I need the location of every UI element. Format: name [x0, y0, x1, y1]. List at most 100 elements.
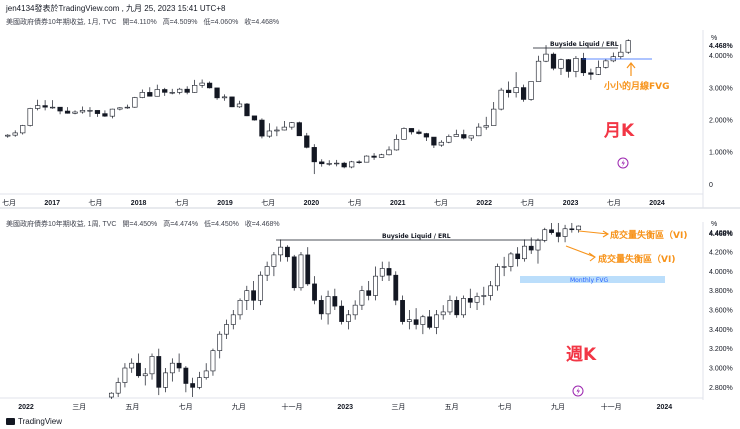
- candle-body: [122, 367, 128, 383]
- candle-body: [438, 141, 444, 146]
- bottom-x-tick-label: 2022: [18, 404, 34, 411]
- bottom-y-tick-label: 4.400%: [709, 230, 733, 237]
- candle-body: [379, 268, 385, 277]
- top-x-tick-label: 2020: [304, 200, 320, 207]
- tradingview-logo-icon: [6, 418, 15, 425]
- vi-label-1: 成交量失衡區（VI): [610, 229, 687, 241]
- candle-body: [413, 319, 419, 325]
- candle-body: [528, 81, 534, 100]
- candle-body: [406, 319, 412, 322]
- candle-body: [289, 122, 295, 128]
- top-close: 收=4.468%: [244, 19, 280, 26]
- bottom-big-label: 週K: [566, 345, 597, 365]
- candle-body: [244, 290, 250, 301]
- top-x-tick-label: 七月: [520, 198, 534, 207]
- top-candles: [5, 39, 631, 175]
- bottom-x-tick-label: 五月: [125, 403, 139, 411]
- candle-body: [349, 161, 355, 168]
- candle-body: [549, 229, 554, 233]
- candle-body: [352, 304, 358, 316]
- candle-body: [203, 370, 209, 378]
- candle-body: [109, 108, 116, 117]
- candle-body: [264, 266, 270, 276]
- top-x-tick-label: 七月: [175, 198, 189, 207]
- bottom-y-tick-label: 3.400%: [709, 327, 733, 334]
- candle-body: [488, 285, 493, 296]
- candle-body: [423, 133, 430, 138]
- top-x-tick-label: 七月: [261, 198, 275, 207]
- candle-body: [64, 110, 71, 114]
- top-x-tick-label: 七月: [348, 198, 362, 207]
- candle-body: [206, 82, 213, 89]
- vi-label-2: 成交量失衡區（VI): [598, 253, 675, 265]
- candle-body: [12, 132, 18, 136]
- candle-body: [461, 298, 466, 316]
- candle-body: [163, 372, 168, 388]
- candle-body: [434, 314, 439, 328]
- bottom-y-tick-label: 4.000%: [709, 269, 733, 276]
- candle-body: [573, 57, 579, 72]
- top-last-price: 4.468%: [709, 43, 734, 50]
- candle-body: [72, 111, 78, 114]
- top-x-tick-label: 2023: [563, 200, 579, 207]
- candle-body: [356, 161, 362, 163]
- candle-body: [393, 139, 400, 151]
- top-y-tick-label: 4.000%: [709, 53, 733, 60]
- candle-body: [326, 163, 332, 165]
- candle-body: [169, 362, 175, 374]
- candle-body: [446, 136, 452, 143]
- top-low: 低=4.060%: [203, 19, 239, 26]
- arrow-up-icon: [626, 62, 636, 76]
- bottom-y-tick-label: 3.600%: [709, 308, 733, 315]
- candle-body: [408, 128, 415, 133]
- candle-body: [183, 367, 189, 384]
- footer-brand: TradingView: [18, 417, 63, 426]
- candle-body: [363, 155, 370, 163]
- bottom-x-ticks: 2022 三月 五月 七月 九月 十一月 2023 三月 五月 七月 九月 十一月 2024: [18, 402, 672, 411]
- candle-body: [251, 115, 258, 121]
- lightning-icon[interactable]: [572, 385, 584, 397]
- candle-body: [522, 245, 527, 260]
- candle-body: [311, 147, 317, 163]
- bottom-unit-label: %: [711, 221, 717, 228]
- candle-body: [298, 254, 304, 289]
- candle-body: [42, 105, 48, 108]
- bottom-x-tick-label: 七月: [179, 402, 193, 411]
- candle-body: [378, 154, 385, 158]
- candle-body: [401, 128, 407, 140]
- candle-body: [304, 135, 310, 148]
- candle-body: [177, 88, 183, 93]
- candle-body: [274, 129, 280, 132]
- bottom-x-tick-label: 2023: [337, 404, 353, 411]
- candle-body: [454, 300, 460, 316]
- candle-body: [461, 134, 467, 139]
- candle-body: [190, 383, 196, 388]
- bottom-x-tick-label: 五月: [445, 403, 459, 411]
- lightning-icon[interactable]: [617, 157, 629, 169]
- candle-body: [210, 350, 216, 372]
- candle-body: [603, 60, 609, 68]
- candle-body: [291, 256, 297, 289]
- candle-body: [199, 82, 205, 86]
- candle-body: [501, 266, 507, 268]
- candle-body: [305, 254, 311, 285]
- candle-body: [237, 300, 243, 316]
- candle-body: [468, 135, 474, 139]
- top-x-tick-label: 七月: [434, 198, 448, 207]
- candle-body: [576, 225, 582, 231]
- candle-body: [498, 89, 504, 110]
- top-open: 開=4.110%: [122, 19, 157, 26]
- candle-body: [431, 136, 437, 146]
- candle-body: [618, 51, 624, 57]
- candle-body: [244, 103, 250, 117]
- top-liquidity-label: Buyside Liquid / ERL: [550, 41, 619, 48]
- top-unit-label: %: [711, 35, 717, 42]
- candle-body: [359, 290, 365, 306]
- candle-body: [325, 296, 331, 315]
- candle-body: [149, 356, 155, 375]
- bottom-x-tick-label: 九月: [232, 402, 246, 411]
- candle-body: [416, 131, 422, 134]
- top-x-tick-label: 2018: [131, 200, 147, 207]
- candle-body: [345, 314, 351, 322]
